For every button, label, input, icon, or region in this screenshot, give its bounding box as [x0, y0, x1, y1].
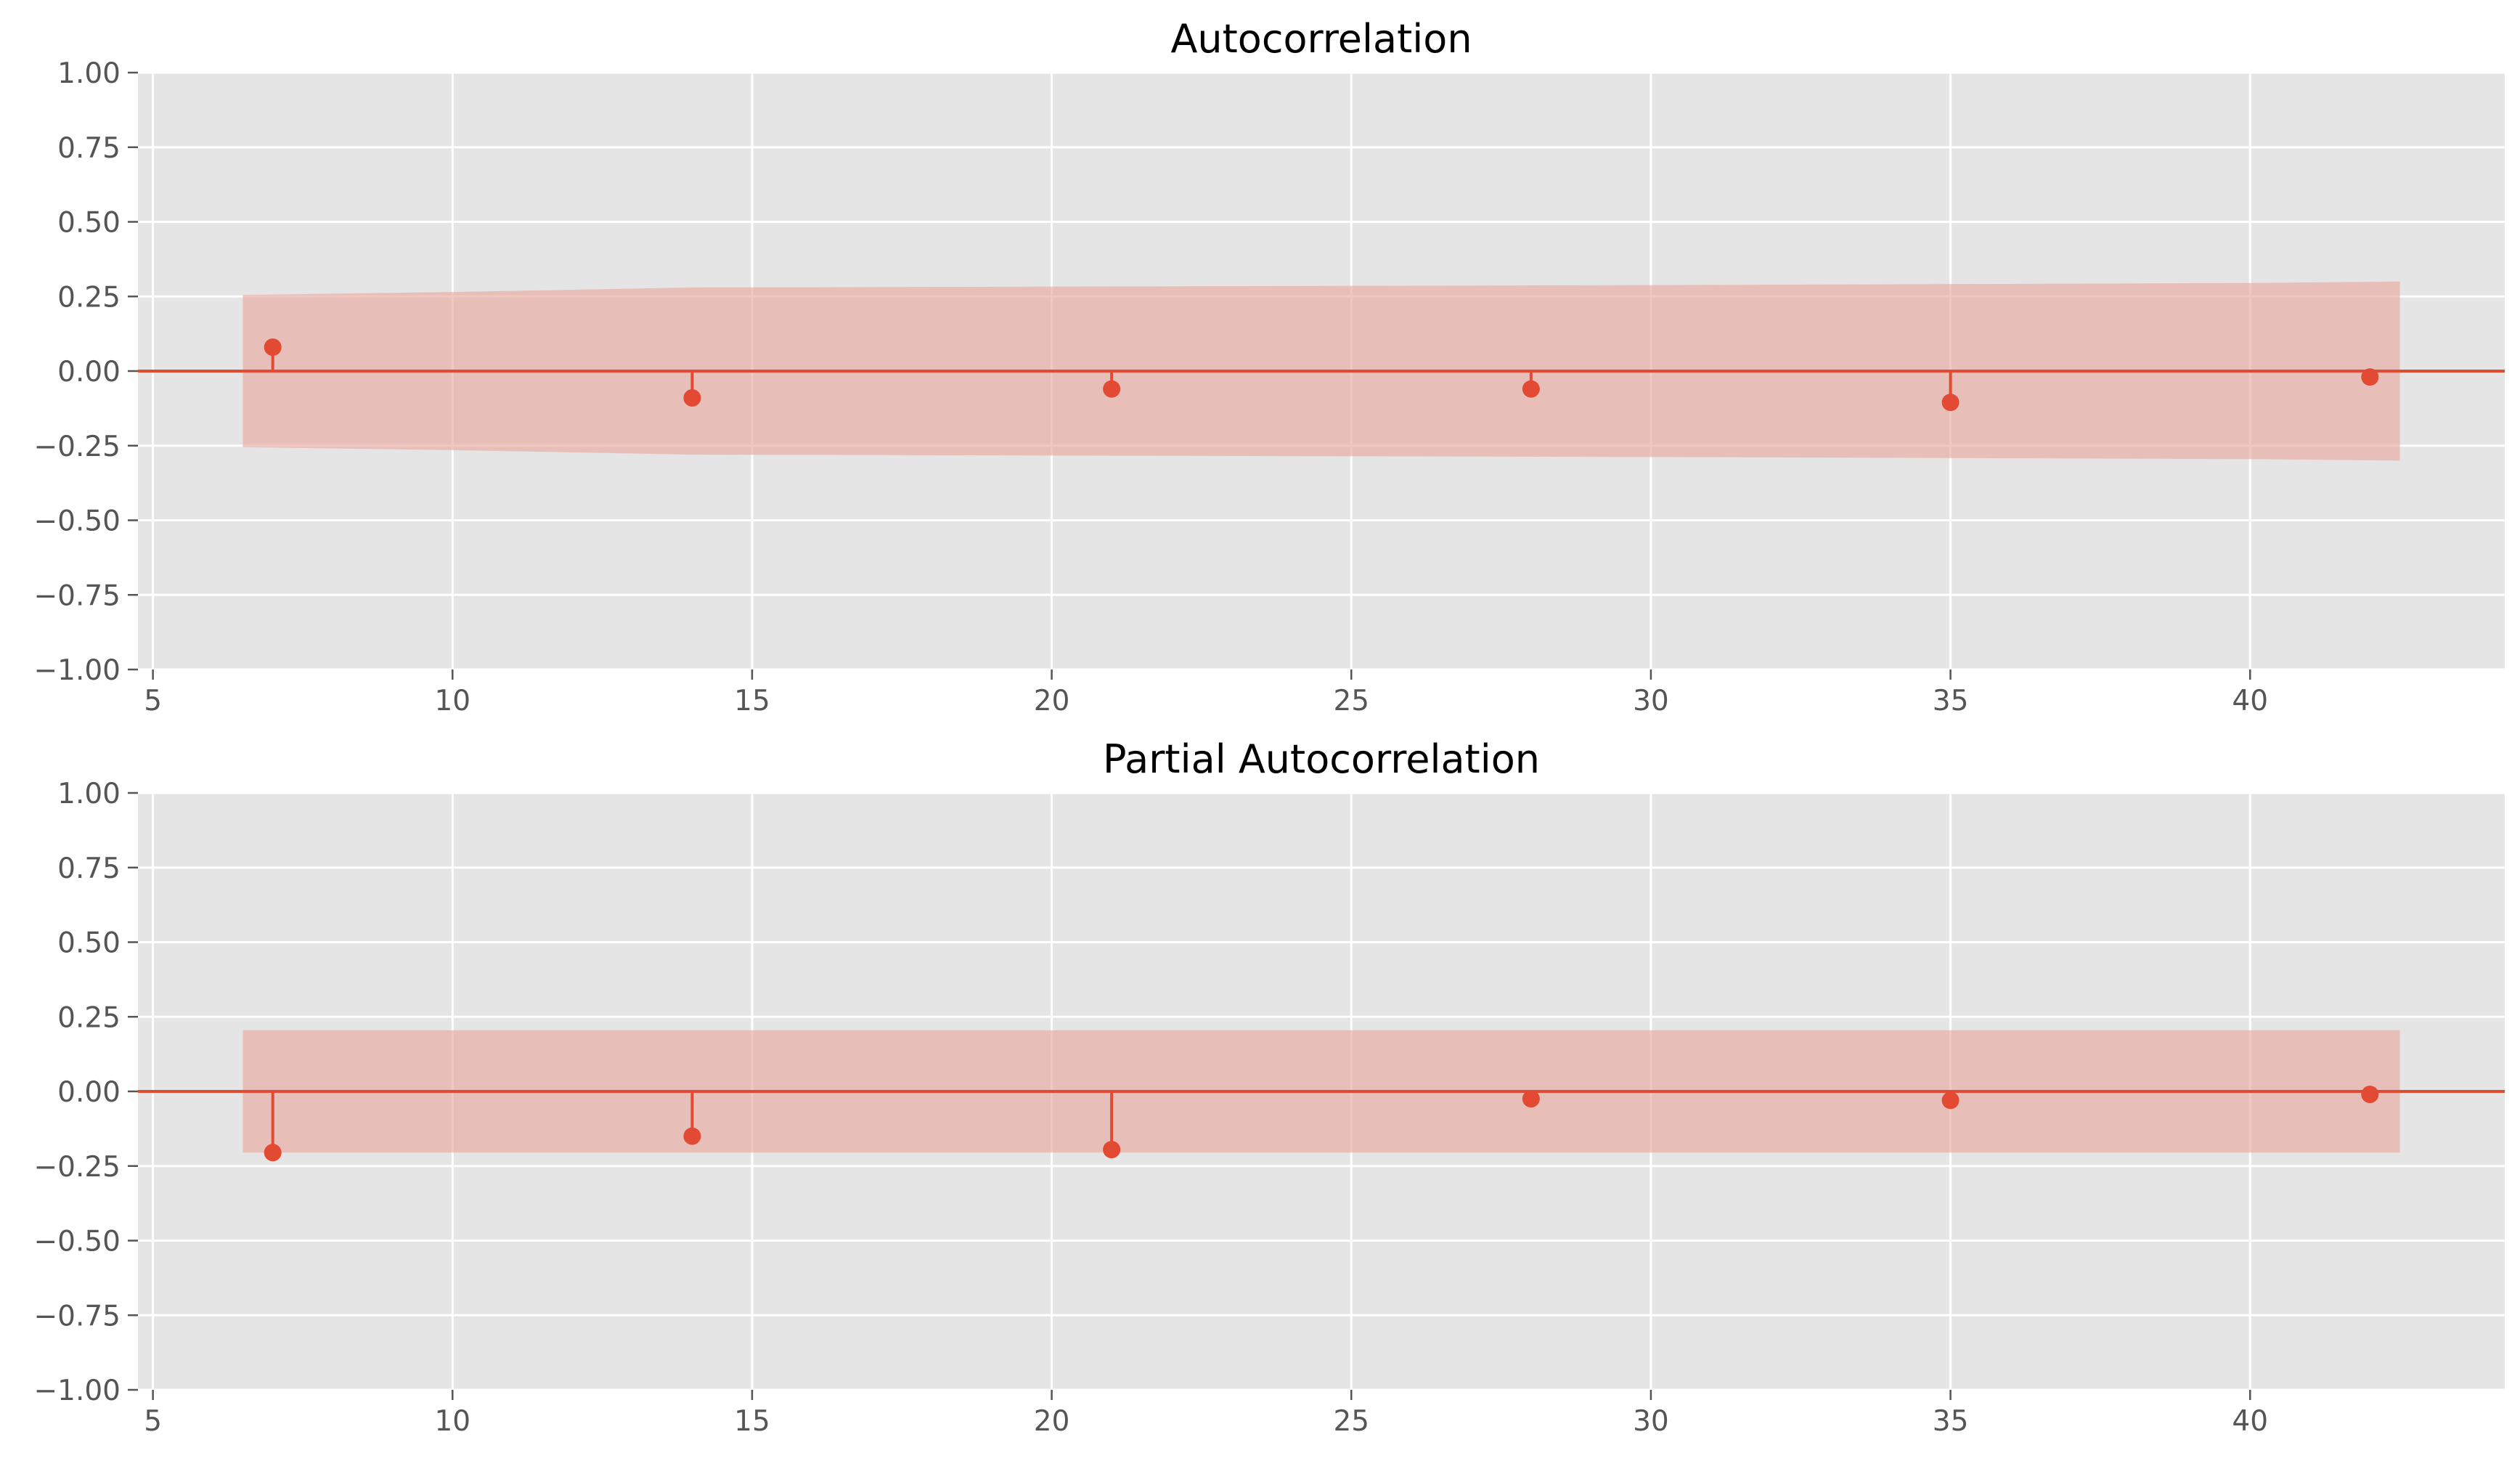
x-tick-label: 15 — [734, 1405, 770, 1438]
stem-marker — [1103, 1141, 1121, 1159]
autocorrelation-panel: −1.00 −0.75 −0.50 −0.25 0.00 0.25 0.50 0.75 1.00… — [33, 16, 2505, 717]
stem-marker — [264, 1144, 282, 1162]
y-tick-label: −0.75 — [33, 579, 121, 612]
y-tick-label: 1.00 — [57, 57, 121, 90]
x-tick-label: 20 — [1034, 1405, 1070, 1438]
stem-marker — [2361, 368, 2379, 386]
stem-marker — [264, 338, 282, 357]
stem-marker — [683, 1127, 701, 1145]
y-tick-label: 0.50 — [57, 207, 121, 240]
y-tick-label: 0.50 — [57, 927, 121, 960]
x-tick-label: 25 — [1333, 685, 1369, 717]
y-tick-label: −1.00 — [33, 1375, 121, 1407]
plot-layer: −1.00 −0.75 −0.50 −0.25 0.00 0.25 0.50 0.75 1.00… — [33, 778, 2505, 1438]
x-tick-label: 5 — [144, 685, 162, 717]
x-tick-label: 5 — [144, 1405, 162, 1438]
y-tick-label: 0.75 — [57, 852, 121, 885]
x-tick-label: 15 — [734, 685, 770, 717]
stem-marker — [1522, 380, 1540, 398]
chart-title: Autocorrelation — [1170, 16, 1472, 62]
x-tick-label: 20 — [1034, 685, 1070, 717]
y-tick-label: −0.75 — [33, 1300, 121, 1332]
y-tick-label: −0.50 — [33, 1226, 121, 1258]
y-tick-label: 0.25 — [57, 281, 121, 314]
x-tick-label: 10 — [434, 685, 470, 717]
plot-layer: −1.00 −0.75 −0.50 −0.25 0.00 0.25 0.50 0.75 1.00… — [33, 57, 2505, 717]
x-tick-label: 25 — [1333, 1405, 1369, 1438]
y-tick-label: −1.00 — [33, 654, 121, 687]
y-tick-label: 0.75 — [57, 132, 121, 165]
x-tick-label: 30 — [1633, 1405, 1669, 1438]
stem-marker — [683, 388, 701, 407]
y-tick-label: 0.00 — [57, 356, 121, 388]
y-tick-label: −0.25 — [33, 1151, 121, 1184]
y-tick-label: −0.50 — [33, 505, 121, 538]
y-tick-label: 1.00 — [57, 778, 121, 810]
stem-marker — [1103, 380, 1121, 398]
stem-marker — [1941, 1091, 1960, 1110]
stem-marker — [2361, 1086, 2379, 1104]
stem-marker — [1941, 394, 1960, 412]
y-tick-label: 0.25 — [57, 1001, 121, 1034]
stem-marker — [1522, 1090, 1540, 1108]
x-tick-label: 35 — [1933, 685, 1969, 717]
x-tick-label: 30 — [1633, 685, 1669, 717]
y-tick-label: −0.25 — [33, 431, 121, 463]
x-tick-label: 10 — [434, 1405, 470, 1438]
x-tick-label: 40 — [2232, 685, 2268, 717]
partial-autocorrelation-panel: −1.00 −0.75 −0.50 −0.25 0.00 0.25 0.50 0.75 1.00… — [33, 736, 2505, 1438]
x-tick-label: 40 — [2232, 1405, 2268, 1438]
x-tick-label: 35 — [1933, 1405, 1969, 1438]
chart-title: Partial Autocorrelation — [1103, 736, 1540, 782]
y-tick-label: 0.00 — [57, 1076, 121, 1109]
